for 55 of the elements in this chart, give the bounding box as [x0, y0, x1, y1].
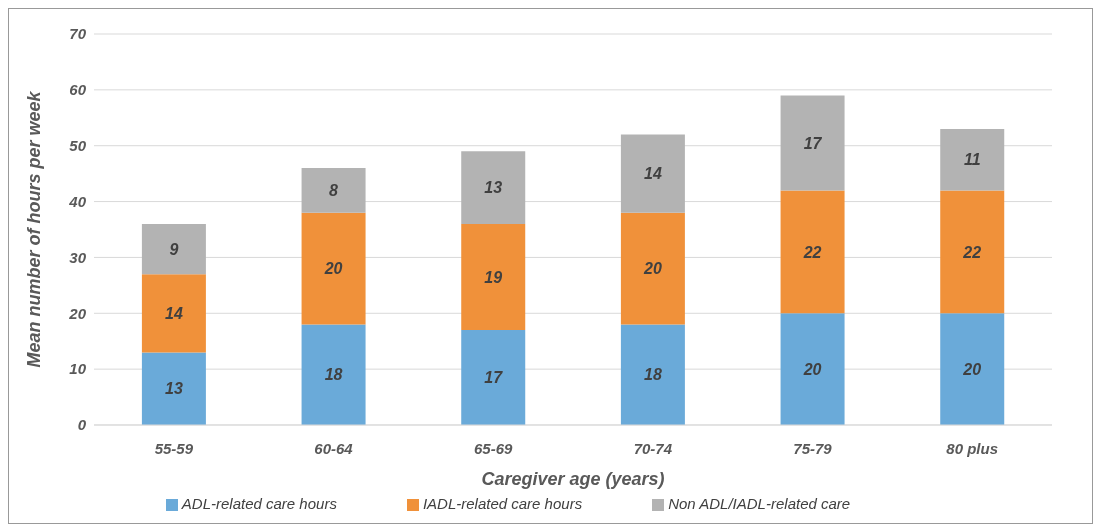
- bar: [940, 313, 1005, 425]
- x-tick-label: 55-59: [154, 439, 194, 457]
- data-label: 14: [644, 165, 662, 183]
- y-tick-label: 0: [77, 416, 87, 434]
- bar: [141, 223, 206, 275]
- x-tick-label: 65-69: [473, 439, 513, 457]
- y-tick-label: 50: [69, 137, 87, 155]
- bar: [780, 95, 845, 191]
- y-tick-label: 70: [69, 25, 87, 43]
- y-tick-label: 40: [68, 192, 87, 210]
- data-label: 8: [329, 182, 339, 200]
- data-label: 18: [644, 366, 662, 384]
- legend-label: IADL-related care hours: [422, 495, 583, 512]
- bar: [620, 324, 685, 425]
- bar: [940, 128, 1005, 191]
- y-tick-label: 10: [69, 360, 87, 378]
- y-tick-label: 60: [69, 81, 87, 99]
- bar: [461, 223, 526, 331]
- data-label: 11: [963, 151, 981, 169]
- y-tick-label: 30: [69, 248, 87, 266]
- legend-label: Non ADL/IADL-related care: [668, 495, 851, 512]
- data-label: 20: [962, 360, 982, 378]
- y-tick-label: 20: [68, 304, 87, 322]
- legend-label: ADL-related care hours: [181, 495, 337, 512]
- x-tick-label: 80 plus: [946, 439, 999, 457]
- data-label: 20: [802, 360, 822, 378]
- bar: [301, 324, 366, 425]
- bar: [620, 212, 685, 325]
- y-axis-title: Mean number of hours per week: [24, 90, 45, 368]
- bar: [461, 151, 526, 224]
- x-tick-label: 60-64: [314, 439, 354, 457]
- bar: [301, 212, 366, 325]
- data-label: 13: [165, 380, 183, 398]
- bar: [141, 352, 206, 425]
- data-label: 22: [802, 243, 822, 261]
- data-label: 17: [803, 134, 823, 152]
- bar: [620, 134, 685, 213]
- x-tick-label: 75-79: [793, 439, 833, 457]
- bar: [780, 313, 845, 425]
- data-label: 20: [323, 260, 343, 278]
- data-label: 22: [962, 243, 982, 261]
- bar: [141, 274, 206, 353]
- data-label: 20: [643, 260, 662, 278]
- data-label: 17: [484, 369, 504, 387]
- x-axis-title: Caregiver age (years): [481, 469, 665, 489]
- bar: [780, 190, 845, 314]
- bar: [461, 330, 526, 425]
- data-label: 13: [484, 179, 503, 197]
- data-label: 19: [484, 268, 503, 286]
- bar: [940, 190, 1005, 314]
- x-tick-label: 70-74: [633, 439, 673, 457]
- data-label: 14: [165, 304, 183, 322]
- bar: [301, 168, 366, 213]
- data-label: 9: [169, 240, 179, 258]
- data-label: 18: [324, 366, 343, 384]
